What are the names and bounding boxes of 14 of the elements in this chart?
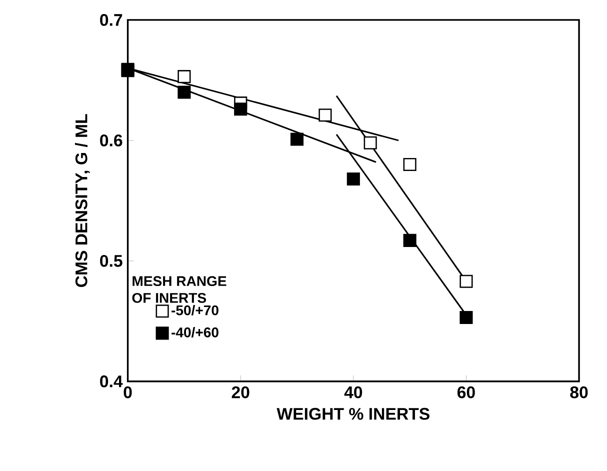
x-axis-title: WEIGHT % INERTS (276, 408, 430, 420)
x-tick-label: 80 (570, 386, 588, 398)
legend-label: -50/+70 (172, 304, 218, 316)
x-tick-label: 20 (232, 386, 250, 398)
y-tick-label: 0.6 (100, 134, 122, 146)
x-tick-label: 60 (457, 386, 475, 398)
legend-title: MESH RANGE OF INERTS (132, 276, 226, 303)
x-tick-label: 0 (124, 386, 132, 398)
y-axis-title: CMS DENSITY, G / ML (74, 114, 90, 287)
legend-label: -40/+60 (172, 326, 218, 338)
y-tick-label: 0.5 (100, 254, 122, 267)
x-tick-label: 40 (344, 386, 362, 398)
y-tick-label: 0.4 (100, 375, 123, 388)
y-tick-label: 0.7 (100, 14, 122, 26)
